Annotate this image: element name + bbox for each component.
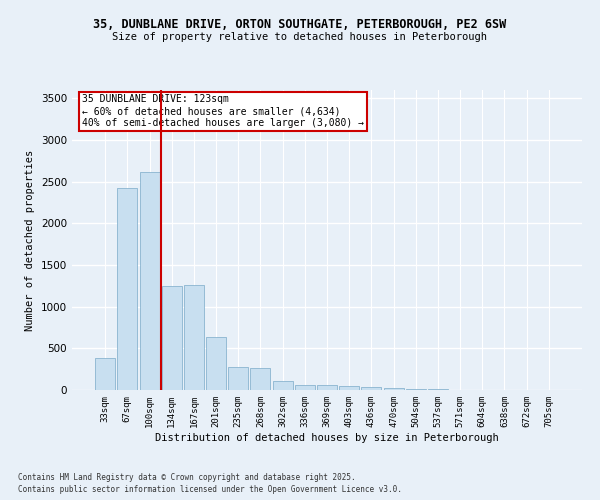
Bar: [228, 366, 248, 390]
Bar: [250, 368, 271, 390]
Text: 35 DUNBLANE DRIVE: 123sqm
← 60% of detached houses are smaller (4,634)
40% of se: 35 DUNBLANE DRIVE: 123sqm ← 60% of detac…: [82, 94, 364, 128]
Bar: [406, 389, 426, 390]
Text: Contains public sector information licensed under the Open Government Licence v3: Contains public sector information licen…: [18, 485, 402, 494]
Bar: [383, 388, 404, 390]
Bar: [95, 358, 115, 390]
Bar: [361, 387, 382, 390]
Y-axis label: Number of detached properties: Number of detached properties: [25, 150, 35, 330]
Bar: [206, 336, 226, 390]
Text: 35, DUNBLANE DRIVE, ORTON SOUTHGATE, PETERBOROUGH, PE2 6SW: 35, DUNBLANE DRIVE, ORTON SOUTHGATE, PET…: [94, 18, 506, 30]
Text: Size of property relative to detached houses in Peterborough: Size of property relative to detached ho…: [113, 32, 487, 42]
Bar: [317, 386, 337, 390]
Bar: [272, 381, 293, 390]
Bar: [140, 172, 160, 390]
Bar: [339, 386, 359, 390]
X-axis label: Distribution of detached houses by size in Peterborough: Distribution of detached houses by size …: [155, 432, 499, 442]
Bar: [118, 188, 137, 390]
Bar: [162, 286, 182, 390]
Text: Contains HM Land Registry data © Crown copyright and database right 2025.: Contains HM Land Registry data © Crown c…: [18, 472, 356, 482]
Bar: [295, 385, 315, 390]
Bar: [184, 285, 204, 390]
